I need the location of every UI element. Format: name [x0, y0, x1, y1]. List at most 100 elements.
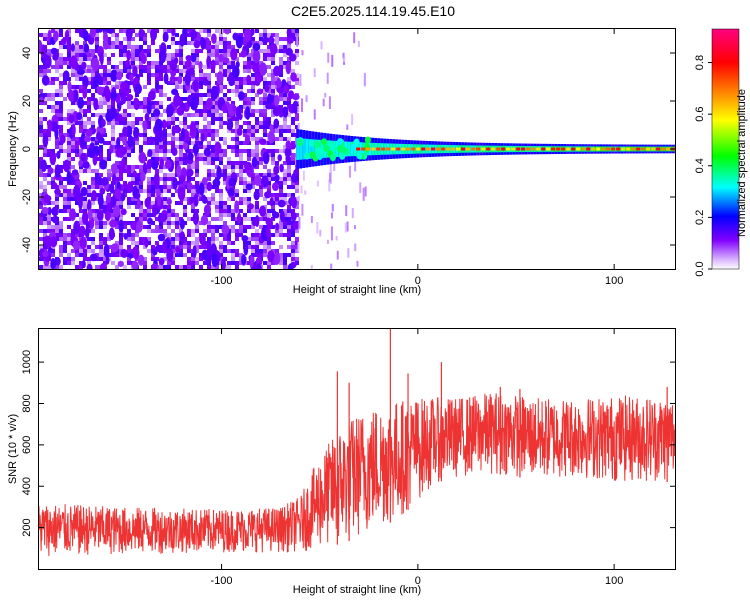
heatmap-cell — [235, 161, 239, 165]
heatmap-blob — [82, 85, 87, 99]
heatmap-cell — [179, 241, 183, 245]
heatmap-cell — [167, 29, 171, 33]
heatmap-cell — [191, 149, 195, 153]
heatmap-cell — [259, 157, 263, 161]
heatmap-blob — [93, 97, 99, 111]
heatmap-blob — [179, 33, 185, 47]
heatmap-cell — [227, 113, 231, 117]
heatmap-cell — [203, 185, 207, 189]
signal-band-inner — [296, 138, 300, 160]
heatmap-cell — [191, 77, 195, 81]
heatmap-cell — [159, 113, 163, 117]
heatmap-cell — [159, 89, 163, 93]
heatmap-cell — [147, 53, 151, 57]
heatmap-cell — [91, 49, 95, 53]
signal-core — [581, 147, 586, 151]
heatmap-cell — [287, 169, 291, 173]
heatmap-cell — [263, 29, 267, 33]
signal-core — [401, 147, 406, 151]
heatmap-streak — [346, 124, 349, 130]
heatmap-cell — [91, 229, 95, 233]
heatmap-cell — [247, 157, 251, 161]
heatmap-cell — [235, 233, 239, 237]
heatmap-cell — [207, 33, 211, 37]
heatmap-cell — [219, 149, 223, 153]
heatmap-cell — [127, 121, 131, 125]
heatmap-cell — [51, 77, 55, 81]
heatmap-cell — [87, 117, 91, 121]
heatmap-cell — [255, 245, 259, 249]
heatmap-cell — [131, 29, 135, 33]
heatmap-cell — [239, 177, 243, 181]
colorbar-label: Normalized spectral amplitude — [736, 89, 748, 237]
heatmap-cell — [223, 69, 227, 73]
heatmap-streak — [345, 205, 348, 217]
heatmap-cell — [151, 109, 155, 113]
heatmap-blob — [189, 121, 196, 132]
heatmap-cell — [239, 181, 243, 185]
heatmap-cell — [55, 105, 59, 109]
heatmap-cell — [247, 129, 251, 133]
signal-core — [651, 147, 656, 151]
heatmap-cell — [175, 145, 179, 149]
heatmap-cell — [247, 245, 251, 249]
heatmap-cell — [167, 233, 171, 237]
heatmap-cell — [155, 157, 159, 161]
signal-core — [511, 147, 516, 151]
heatmap-cell — [139, 69, 143, 73]
heatmap-cell — [119, 173, 123, 177]
heatmap-blob — [232, 32, 239, 41]
heatmap-cell — [43, 69, 47, 73]
heatmap-cell — [135, 177, 139, 181]
heatmap-cell — [243, 217, 247, 221]
heatmap-blob — [70, 55, 78, 70]
heatmap-cell — [223, 41, 227, 45]
heatmap-cell — [55, 61, 59, 65]
heatmap-cell — [259, 37, 263, 41]
heatmap-cell — [295, 205, 299, 209]
heatmap-cell — [263, 217, 267, 221]
heatmap-cell — [167, 265, 171, 269]
heatmap-blob — [132, 170, 137, 178]
heatmap-cell — [215, 49, 219, 53]
heatmap-cell — [179, 121, 183, 125]
heatmap-cell — [79, 253, 83, 257]
heatmap-blob — [202, 197, 208, 204]
heatmap-blob — [130, 221, 139, 231]
heatmap-cell — [163, 221, 167, 225]
heatmap-cell — [147, 45, 151, 49]
heatmap-cell — [235, 261, 239, 265]
signal-band-inner — [347, 141, 351, 157]
heatmap-cell — [91, 241, 95, 245]
heatmap-cell — [183, 117, 187, 121]
heatmap-cell — [215, 101, 219, 105]
heatmap-cell — [291, 161, 295, 165]
heatmap-cell — [147, 237, 151, 241]
heatmap-cell — [59, 265, 63, 269]
heatmap-cell — [43, 149, 47, 153]
heatmap-cell — [235, 149, 239, 153]
heatmap-cell — [291, 233, 295, 237]
heatmap-blob — [254, 174, 262, 187]
heatmap-cell — [279, 69, 283, 73]
heatmap-cell — [155, 89, 159, 93]
heatmap-cell — [67, 189, 71, 193]
heatmap-cell — [159, 65, 163, 69]
heatmap-cell — [255, 153, 259, 157]
heatmap-cell — [295, 49, 299, 53]
signal-core — [466, 147, 471, 151]
heatmap-blob — [283, 85, 289, 94]
heatmap-cell — [91, 169, 95, 173]
heatmap-cell — [95, 45, 99, 49]
heatmap-cell — [235, 141, 239, 145]
y-tick-label: 40 — [21, 47, 33, 59]
heatmap-cell — [127, 45, 131, 49]
heatmap-cell — [87, 53, 91, 57]
heatmap-cell — [215, 109, 219, 113]
heatmap-blob — [80, 152, 87, 162]
heatmap-cell — [279, 133, 283, 137]
heatmap-cell — [207, 85, 211, 89]
heatmap-cell — [59, 65, 63, 69]
heatmap-cell — [151, 149, 155, 153]
heatmap-cell — [83, 121, 87, 125]
